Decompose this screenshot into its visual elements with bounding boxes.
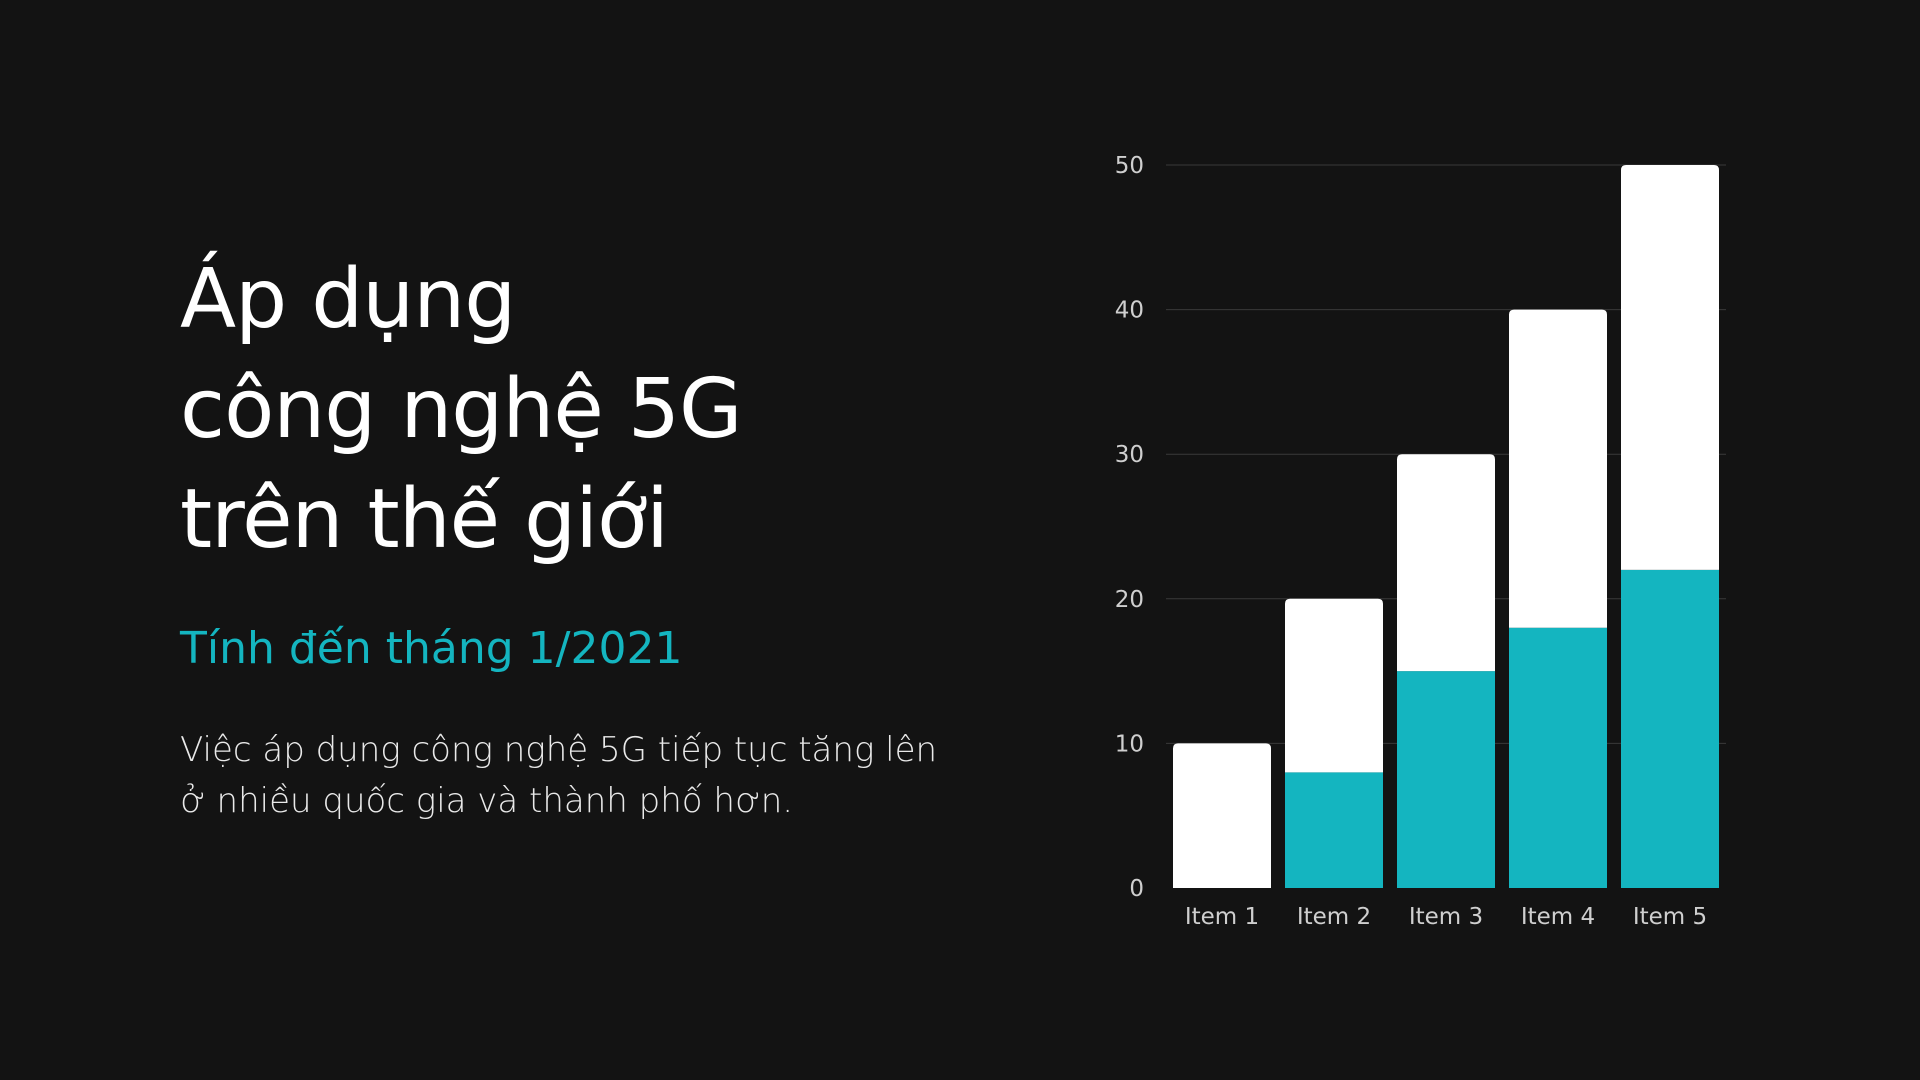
y-tick-label: 50 <box>1115 153 1144 179</box>
bar-segment <box>1509 627 1607 888</box>
bar-segment <box>1397 671 1495 888</box>
x-category-label: Item 2 <box>1297 904 1371 930</box>
bar-segment <box>1621 165 1719 570</box>
bar-segment <box>1621 569 1719 888</box>
bar-segment <box>1285 598 1383 773</box>
y-tick-label: 0 <box>1129 876 1144 902</box>
x-category-label: Item 1 <box>1185 904 1259 930</box>
y-tick-label: 20 <box>1115 587 1144 613</box>
stacked-bar-chart: 0 10 20 30 40 50 Item 1 Item 2 Item 3 Item 4 Item … <box>1090 140 1860 960</box>
text-panel: Áp dụng công nghệ 5G trên thế giới Tính … <box>180 245 1000 827</box>
bar-segment <box>1285 772 1383 888</box>
description: Việc áp dụng công nghệ 5G tiếp tục tăng … <box>180 725 1000 827</box>
x-category-label: Item 4 <box>1521 904 1595 930</box>
title-line-2: công nghệ 5G <box>180 362 743 457</box>
bar-segment <box>1397 454 1495 672</box>
title-line-3: trên thế giới <box>180 472 669 567</box>
subtitle: Tính đến tháng 1/2021 <box>180 623 683 674</box>
bar-segment <box>1509 309 1607 628</box>
description-line-2: ở nhiều quốc gia và thành phố hơn. <box>180 781 794 821</box>
bar-segment <box>1173 743 1271 888</box>
y-tick-label: 10 <box>1115 731 1144 757</box>
chart-canvas: 0 10 20 30 40 50 Item 1 Item 2 Item 3 Item 4 Item … <box>1115 153 1726 930</box>
page-title: Áp dụng công nghệ 5G trên thế giới <box>180 245 1000 575</box>
title-line-1: Áp dụng <box>180 252 516 347</box>
x-category-label: Item 5 <box>1633 904 1707 930</box>
x-category-label: Item 3 <box>1409 904 1483 930</box>
y-tick-label: 30 <box>1115 442 1144 468</box>
y-tick-label: 40 <box>1115 298 1144 324</box>
description-line-1: Việc áp dụng công nghệ 5G tiếp tục tăng … <box>180 730 938 770</box>
